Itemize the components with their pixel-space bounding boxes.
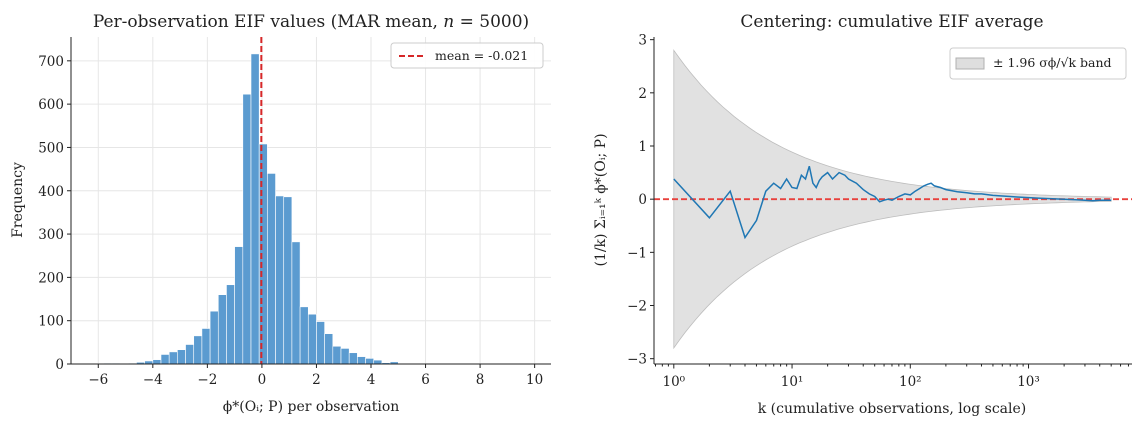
y-tick-label: −2	[627, 299, 647, 315]
histogram-bar	[209, 310, 219, 365]
y-tick-label: 200	[38, 270, 64, 286]
cumulative-legend: ± 1.96 σϕ/√k band	[949, 47, 1127, 80]
histogram-bar	[373, 359, 383, 365]
y-tick-label: 0	[638, 192, 647, 208]
y-tick-label: 300	[38, 227, 64, 243]
histogram-bar	[226, 284, 235, 365]
x-tick-label: 10²	[899, 374, 922, 390]
histogram-panel: −6 −4 −2 0 2 4 6 8 10 0 100 200 300 400 500 600 700 Per…	[10, 12, 551, 415]
histogram-bar	[242, 93, 252, 365]
x-tick-label: −4	[143, 372, 163, 388]
histogram-bar	[160, 354, 170, 365]
histogram-bar	[324, 333, 334, 365]
histogram-bar	[340, 348, 350, 365]
histogram-bar	[357, 356, 366, 365]
cumulative-axes	[653, 37, 1132, 365]
histogram-y-ticks: 0 100 200 300 400 500 600 700	[38, 54, 71, 373]
cumulative-y-ticks: −3 −2 −1 0 1 2 3	[627, 33, 654, 368]
cumulative-panel: 10⁰ 10¹ 10² 10³ −3 −2 −1 0 1 2 3 Centering: cumul…	[593, 12, 1132, 417]
histogram-title: Per-observation EIF values (MAR mean, n …	[93, 12, 529, 32]
legend-mean-label: mean = -0.021	[435, 48, 528, 63]
y-tick-label: 600	[38, 97, 64, 113]
y-tick-label: 1	[638, 139, 647, 155]
x-tick-label: −2	[197, 372, 217, 388]
x-tick-label: 6	[421, 372, 430, 388]
histogram-bar	[217, 294, 227, 365]
y-tick-label: −3	[627, 352, 647, 368]
y-tick-label: 0	[55, 357, 64, 373]
x-tick-label: 8	[476, 372, 485, 388]
cumulative-average-line	[673, 165, 1112, 240]
x-tick-label: 4	[367, 372, 376, 388]
x-tick-label: 10⁰	[663, 374, 686, 390]
histogram-bar	[168, 351, 178, 365]
legend-frame	[949, 47, 1127, 80]
histogram-bar	[250, 53, 260, 365]
cumulative-title: Centering: cumulative EIF average	[740, 12, 1043, 32]
histogram-bar	[316, 321, 325, 365]
histogram-bar	[152, 359, 162, 365]
x-tick-label: 10³	[1017, 374, 1040, 390]
histogram-bar	[365, 358, 375, 365]
y-tick-label: −1	[627, 245, 647, 261]
y-tick-label: 100	[38, 314, 64, 330]
cumulative-y-label: (1/k) Σᵢ₌₁ᵏ ϕ*(Oᵢ; P)	[593, 133, 609, 266]
histogram-legend: mean = -0.021	[390, 42, 544, 69]
legend-band-label: ± 1.96 σϕ/√k band	[993, 55, 1112, 70]
histogram-bar	[299, 306, 309, 365]
histogram-bars	[87, 53, 424, 365]
histogram-y-label: Frequency	[10, 162, 26, 238]
cumulative-x-ticks: 10⁰ 10¹ 10² 10³	[654, 364, 1129, 390]
legend-band-swatch	[955, 57, 985, 70]
x-tick-label: 10¹	[781, 374, 804, 390]
histogram-x-label: ϕ*(Oᵢ; P) per observation	[223, 399, 400, 415]
histogram-bar	[177, 349, 186, 365]
histogram-bar	[234, 246, 244, 365]
histogram-bar	[185, 344, 195, 365]
y-tick-label: 400	[38, 184, 64, 200]
histogram-bar	[193, 335, 203, 365]
histogram-bar	[275, 195, 285, 365]
x-tick-label: 10	[526, 372, 543, 388]
y-tick-label: 2	[638, 86, 647, 102]
histogram-bar	[332, 345, 342, 365]
y-tick-label: 3	[638, 33, 647, 49]
histogram-x-ticks: −6 −4 −2 0 2 4 6 8 10	[88, 364, 543, 388]
cumulative-x-label: k (cumulative observations, log scale)	[758, 401, 1026, 417]
y-tick-label: 500	[38, 140, 64, 156]
histogram-bar	[291, 241, 301, 365]
histogram-bar	[201, 328, 211, 365]
histogram-bar	[307, 313, 317, 365]
histogram-bar	[267, 173, 276, 365]
y-tick-label: 700	[38, 54, 64, 70]
x-tick-label: 2	[312, 372, 321, 388]
x-tick-label: −6	[88, 372, 108, 388]
legend-frame	[390, 42, 544, 69]
x-tick-label: 0	[258, 372, 267, 388]
histogram-axes	[70, 37, 551, 365]
histogram-bar	[283, 196, 293, 365]
histogram-grid	[71, 37, 551, 365]
histogram-bar	[348, 352, 358, 365]
